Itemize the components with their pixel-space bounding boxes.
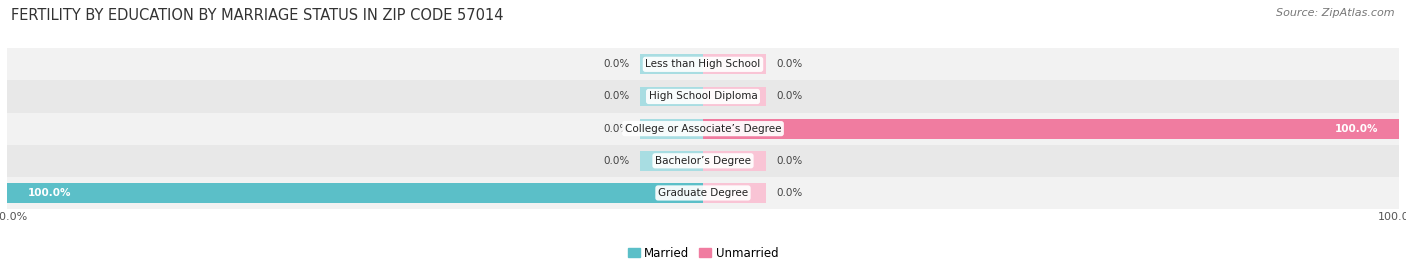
- Text: 0.0%: 0.0%: [603, 124, 630, 134]
- Bar: [640, 151, 703, 171]
- Bar: [7, 48, 1399, 80]
- Text: 0.0%: 0.0%: [776, 91, 803, 102]
- Text: 0.0%: 0.0%: [776, 59, 803, 69]
- Bar: [7, 145, 1399, 177]
- Legend: Married, Unmarried: Married, Unmarried: [623, 242, 783, 264]
- Text: Bachelor’s Degree: Bachelor’s Degree: [655, 156, 751, 166]
- Bar: [640, 54, 703, 74]
- Text: College or Associate’s Degree: College or Associate’s Degree: [624, 124, 782, 134]
- Bar: [7, 183, 703, 203]
- Text: 100.0%: 100.0%: [28, 188, 72, 198]
- Text: Less than High School: Less than High School: [645, 59, 761, 69]
- Bar: [703, 87, 766, 106]
- Bar: [7, 80, 1399, 113]
- Text: Source: ZipAtlas.com: Source: ZipAtlas.com: [1277, 8, 1395, 18]
- Bar: [7, 177, 1399, 209]
- Text: 0.0%: 0.0%: [776, 156, 803, 166]
- Text: 0.0%: 0.0%: [603, 59, 630, 69]
- Bar: [7, 113, 1399, 145]
- Bar: [703, 183, 766, 203]
- Bar: [640, 87, 703, 106]
- Bar: [640, 119, 703, 139]
- Bar: [703, 151, 766, 171]
- Text: 0.0%: 0.0%: [603, 156, 630, 166]
- Text: Graduate Degree: Graduate Degree: [658, 188, 748, 198]
- Text: 0.0%: 0.0%: [776, 188, 803, 198]
- Bar: [703, 54, 766, 74]
- Bar: [703, 119, 1399, 139]
- Text: FERTILITY BY EDUCATION BY MARRIAGE STATUS IN ZIP CODE 57014: FERTILITY BY EDUCATION BY MARRIAGE STATU…: [11, 8, 503, 23]
- Text: 0.0%: 0.0%: [603, 91, 630, 102]
- Text: 100.0%: 100.0%: [1334, 124, 1378, 134]
- Text: High School Diploma: High School Diploma: [648, 91, 758, 102]
